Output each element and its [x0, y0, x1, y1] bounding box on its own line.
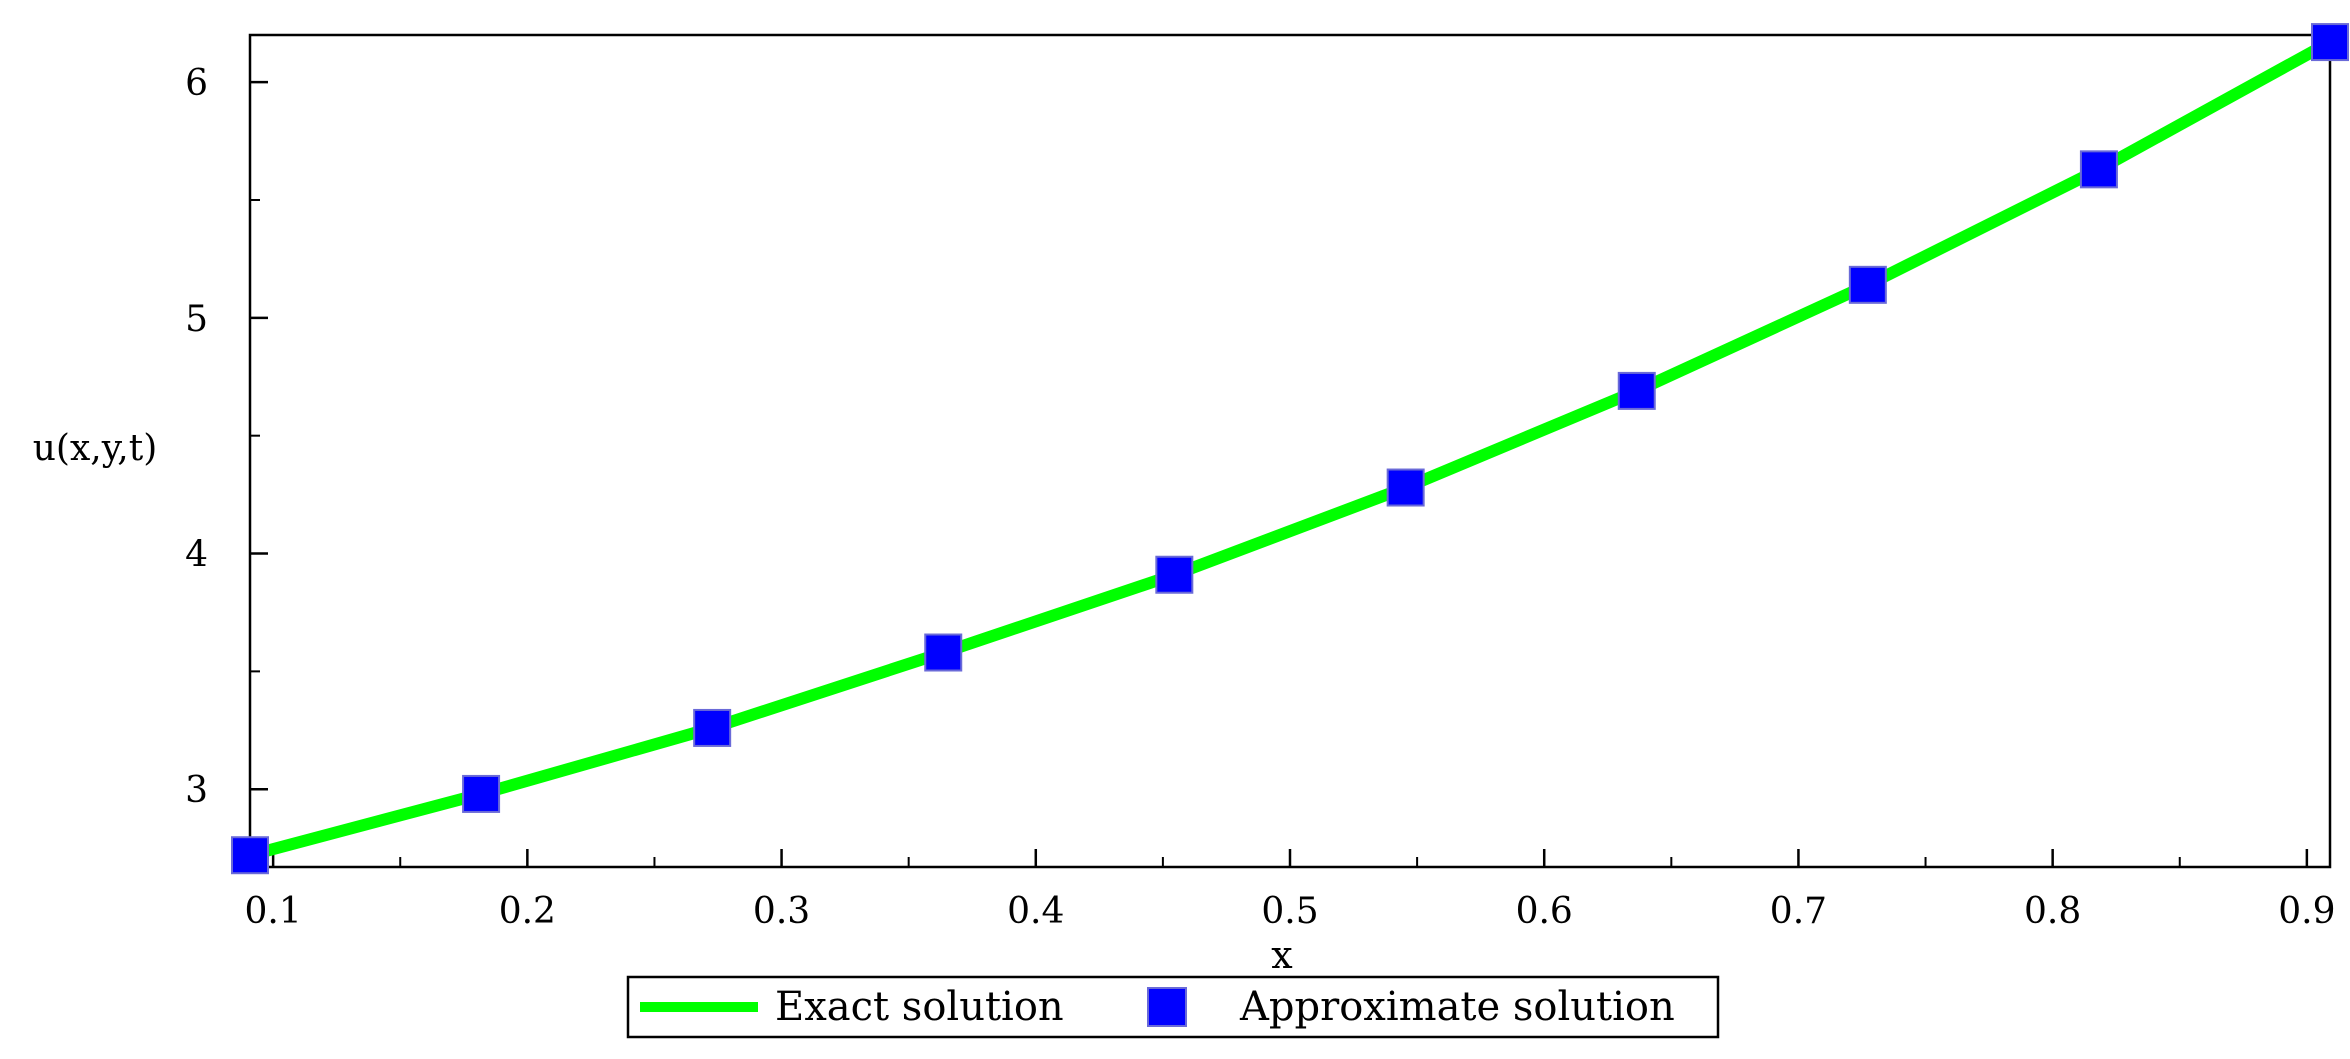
x-tick-label: 0.2	[499, 891, 556, 932]
x-tick-label: 0.7	[1770, 891, 1827, 932]
x-tick-label: 0.5	[1261, 891, 1318, 932]
legend-label-approx: Approximate solution	[1239, 984, 1675, 1030]
legend: Exact solution Approximate solution	[626, 975, 1720, 1039]
approximate-solution-point	[2079, 150, 2118, 189]
y-tick-label: 6	[185, 63, 208, 104]
approximate-solution-point	[1155, 555, 1194, 594]
y-tick-label: 4	[185, 535, 208, 576]
exact-solution-line	[244, 36, 2336, 862]
legend-marker-swatch	[1147, 987, 1187, 1027]
x-tick-label: 0.1	[245, 891, 302, 932]
legend-label-exact: Exact solution	[775, 984, 1064, 1030]
series-layer	[231, 23, 2349, 875]
plot-frame	[248, 33, 2332, 869]
approximate-solution-point	[2311, 23, 2349, 62]
y-axis-label: u(x,y,t)	[33, 428, 158, 469]
x-tick-label: 0.3	[753, 891, 810, 932]
x-tick-label: 0.9	[2278, 891, 2335, 932]
x-tick-label: 0.4	[1007, 891, 1064, 932]
approximate-solution-point	[1386, 468, 1425, 507]
y-tick-label: 3	[185, 770, 208, 811]
x-axis-label: x	[1271, 933, 1292, 977]
y-tick-label: 5	[185, 299, 208, 340]
x-tick-label: 0.8	[2024, 891, 2081, 932]
approximate-solution-point	[462, 774, 501, 813]
x-tick-label: 0.6	[1516, 891, 1573, 932]
approximate-solution-point	[1617, 371, 1656, 410]
y-axis: 3 4 5 6	[185, 63, 268, 850]
approximate-solution-point	[924, 633, 963, 672]
approximate-solution-point	[693, 708, 732, 747]
x-axis: 0.1 0.2 0.3 0.4 0.5 0.6 0.7 0.8 0.9	[245, 849, 2335, 932]
approximate-solution-point	[1848, 265, 1887, 304]
approximate-solution-point	[231, 836, 269, 875]
